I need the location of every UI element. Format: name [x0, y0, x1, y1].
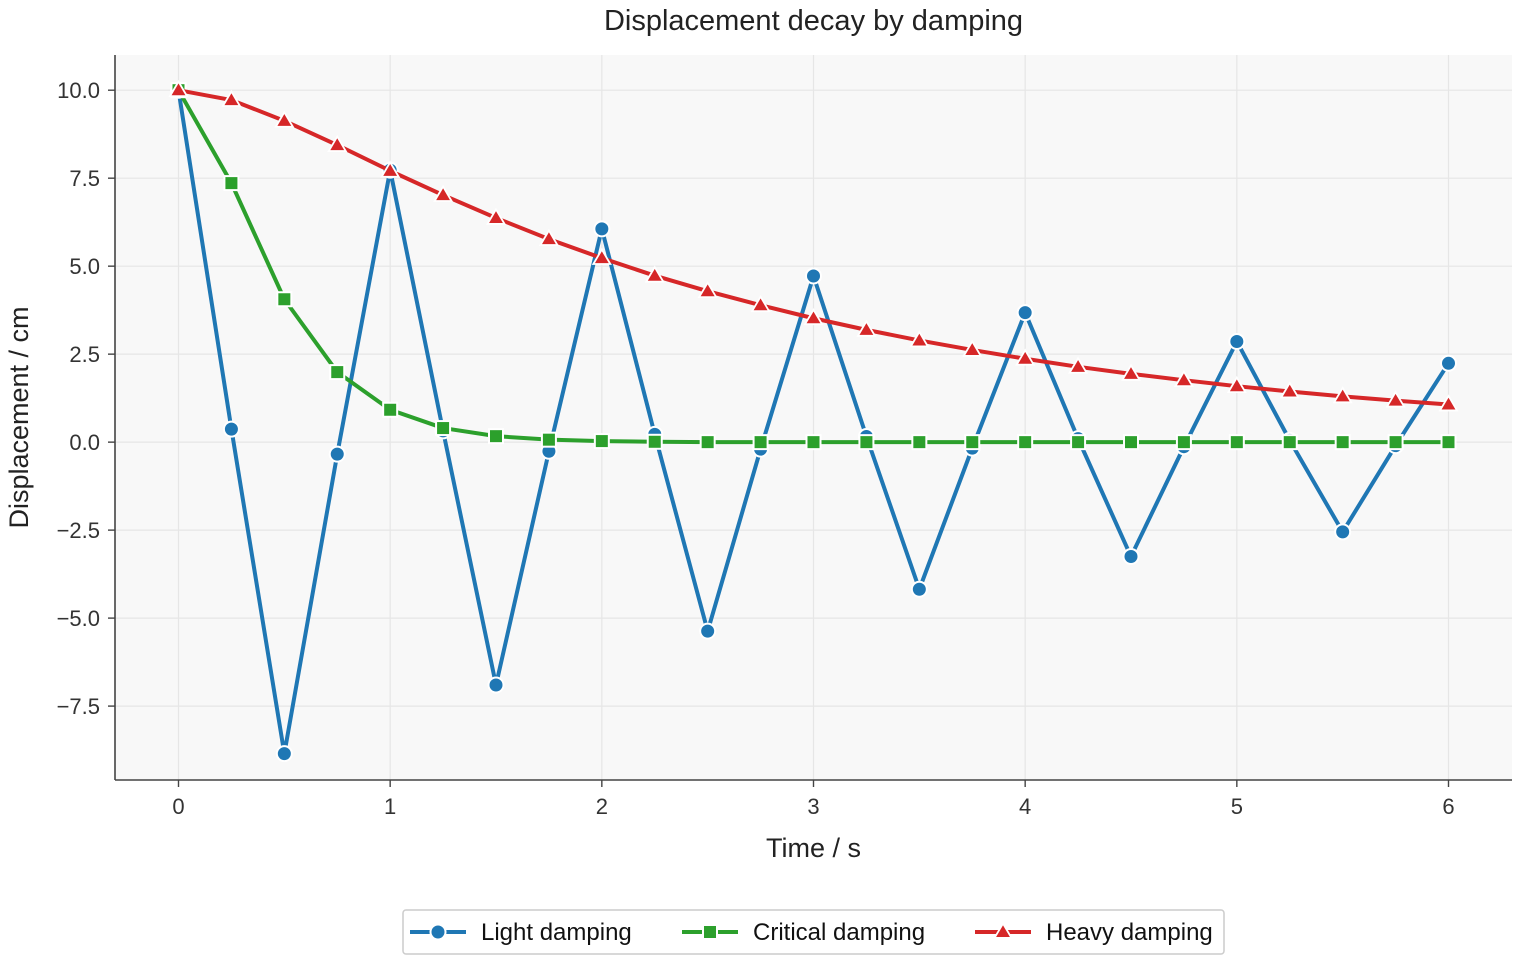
data-point-critical-damping [805, 434, 822, 451]
data-point-critical-damping [646, 433, 663, 450]
legend-item-heavy-damping: Heavy damping [975, 919, 1213, 946]
data-point-heavy-damping [750, 294, 771, 313]
data-point-heavy-damping [221, 89, 242, 107]
y-tick-label: 2.5 [69, 342, 100, 367]
data-point-light-damping [1440, 354, 1457, 372]
data-point-light-damping [1122, 548, 1140, 566]
data-point-critical-damping [911, 434, 928, 451]
data-point-heavy-damping [274, 110, 295, 128]
x-tick-label: 2 [596, 794, 608, 819]
data-point-critical-damping [752, 434, 769, 451]
legend-label: Critical damping [753, 919, 925, 946]
data-point-heavy-damping [644, 265, 665, 283]
legend-marker [702, 924, 718, 940]
data-point-heavy-damping [1332, 386, 1353, 404]
legend-marker [992, 921, 1014, 939]
data-point-heavy-damping [803, 307, 824, 326]
data-point-critical-damping [540, 431, 557, 448]
data-point-critical-damping [329, 364, 346, 381]
x-tick-label: 5 [1231, 794, 1243, 819]
legend-marker [429, 923, 447, 941]
y-tick-label: −5.0 [57, 606, 100, 631]
data-point-heavy-damping [1385, 390, 1406, 408]
data-point-heavy-damping [1068, 356, 1089, 374]
data-point-light-damping [1228, 332, 1246, 350]
data-point-light-damping [593, 220, 611, 238]
data-point-critical-damping [223, 175, 240, 192]
data-point-critical-damping [382, 401, 399, 418]
data-point-light-damping [910, 580, 928, 598]
data-point-critical-damping [488, 428, 504, 445]
x-tick-label: 4 [1019, 794, 1031, 819]
data-point-heavy-damping [856, 319, 877, 337]
y-tick-label: 0.0 [69, 430, 100, 455]
data-point-heavy-damping [168, 79, 189, 98]
x-tick-label: 1 [384, 794, 396, 819]
data-point-critical-damping [1440, 434, 1457, 451]
data-point-critical-damping [593, 433, 610, 450]
data-point-critical-damping [435, 420, 452, 437]
y-axis-title: Displacement / cm [4, 306, 34, 528]
data-point-heavy-damping [1120, 363, 1142, 381]
data-point-critical-damping [964, 434, 981, 451]
chart-title: Displacement decay by damping [604, 5, 1023, 37]
y-tick-label: −7.5 [57, 694, 100, 719]
data-point-heavy-damping [380, 160, 401, 178]
data-point-heavy-damping [485, 207, 507, 225]
legend: Light damping Critical damping Heavy dampi… [402, 909, 1225, 955]
legend-box [402, 909, 1225, 955]
data-point-critical-damping [1070, 434, 1087, 451]
series-heavy-damping [168, 79, 1459, 412]
data-point-heavy-damping [1015, 348, 1036, 366]
data-point-light-damping [699, 622, 717, 640]
data-point-heavy-damping [327, 134, 348, 152]
x-tick-label: 0 [172, 794, 184, 819]
data-point-heavy-damping [697, 280, 718, 299]
data-point-heavy-damping [909, 330, 930, 348]
data-point-heavy-damping [1226, 375, 1247, 394]
y-tick-label: 10.0 [57, 78, 100, 103]
data-point-critical-damping [1387, 434, 1404, 451]
y-tick-label: 7.5 [69, 166, 100, 191]
grid-lines [115, 55, 1512, 780]
legend-item-light-damping: Light damping [410, 919, 632, 946]
legend-label: Light damping [481, 919, 632, 946]
x-tick-label: 6 [1442, 794, 1454, 819]
y-tick-label: 5.0 [69, 254, 100, 279]
data-point-light-damping [328, 445, 346, 463]
data-point-light-damping [1016, 304, 1034, 322]
data-point-light-damping [275, 745, 293, 763]
data-point-light-damping [487, 676, 505, 694]
x-axis-title: Time / s [766, 833, 861, 863]
data-point-heavy-damping [1279, 381, 1300, 399]
data-point-light-damping [805, 267, 822, 285]
data-point-heavy-damping [1438, 394, 1459, 412]
x-tick-label: 3 [807, 794, 819, 819]
data-point-light-damping [222, 420, 240, 438]
data-point-critical-damping [1281, 434, 1298, 451]
data-point-light-damping [1334, 523, 1352, 541]
data-point-critical-damping [1017, 434, 1034, 451]
data-point-critical-damping [1228, 434, 1245, 451]
data-point-critical-damping [1175, 434, 1192, 451]
series-layer [168, 79, 1459, 763]
legend-label: Heavy damping [1046, 919, 1213, 946]
data-point-heavy-damping [538, 228, 559, 246]
legend-item-critical-damping: Critical damping [682, 919, 925, 946]
data-point-heavy-damping [433, 184, 454, 202]
data-point-critical-damping [699, 434, 716, 451]
data-point-heavy-damping [962, 339, 983, 357]
data-point-heavy-damping [591, 247, 612, 265]
axes: 0 1 2 3 4 5 6 10.0 7.5 5.0 2.5 0.0 −2.5 −5.0 −7.5 [57, 55, 1512, 819]
data-point-critical-damping [858, 434, 875, 451]
data-point-heavy-damping [1173, 369, 1194, 388]
data-point-critical-damping [1334, 434, 1351, 451]
data-point-critical-damping [276, 291, 293, 308]
y-tick-label: −2.5 [57, 518, 100, 543]
data-point-critical-damping [1123, 434, 1139, 451]
